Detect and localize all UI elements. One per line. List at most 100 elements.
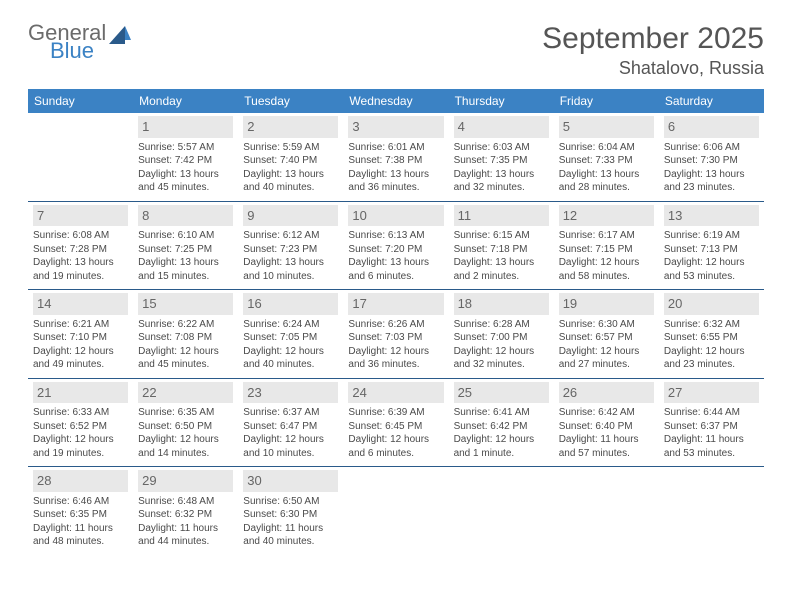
daylight-text: Daylight: 12 hours and 45 minutes.: [138, 345, 233, 372]
sunrise-text: Sunrise: 6:01 AM: [348, 141, 443, 155]
sunset-text: Sunset: 6:40 PM: [559, 420, 654, 434]
sunrise-text: Sunrise: 6:12 AM: [243, 229, 338, 243]
day-number: 29: [138, 470, 233, 492]
calendar-row: 1Sunrise: 5:57 AMSunset: 7:42 PMDaylight…: [28, 113, 764, 201]
calendar-cell: 25Sunrise: 6:41 AMSunset: 6:42 PMDayligh…: [449, 378, 554, 467]
weekday-header: Sunday: [28, 89, 133, 113]
sunset-text: Sunset: 7:03 PM: [348, 331, 443, 345]
sunrise-text: Sunrise: 6:30 AM: [559, 318, 654, 332]
weekday-header: Tuesday: [238, 89, 343, 113]
calendar-cell: [343, 467, 448, 555]
calendar-cell: 13Sunrise: 6:19 AMSunset: 7:13 PMDayligh…: [659, 201, 764, 290]
sunrise-text: Sunrise: 6:39 AM: [348, 406, 443, 420]
daylight-text: Daylight: 13 hours and 23 minutes.: [664, 168, 759, 195]
daylight-text: Daylight: 12 hours and 23 minutes.: [664, 345, 759, 372]
day-number: 14: [33, 293, 128, 315]
sunset-text: Sunset: 6:32 PM: [138, 508, 233, 522]
sunset-text: Sunset: 7:18 PM: [454, 243, 549, 257]
calendar-body: 1Sunrise: 5:57 AMSunset: 7:42 PMDaylight…: [28, 113, 764, 555]
day-number: 1: [138, 116, 233, 138]
sunset-text: Sunset: 7:15 PM: [559, 243, 654, 257]
calendar-cell: 29 Sunrise: 6:48 AMSunset: 6:32 PMDayligh…: [133, 467, 238, 555]
calendar-cell: 3Sunrise: 6:01 AMSunset: 7:38 PMDaylight…: [343, 113, 448, 201]
calendar-cell: 4Sunrise: 6:03 AMSunset: 7:35 PMDaylight…: [449, 113, 554, 201]
calendar-cell: 22Sunrise: 6:35 AMSunset: 6:50 PMDayligh…: [133, 378, 238, 467]
calendar-cell: 6 Sunrise: 6:06 AMSunset: 7:30 PMDaylight…: [659, 113, 764, 201]
calendar-cell: 10Sunrise: 6:13 AMSunset: 7:20 PMDayligh…: [343, 201, 448, 290]
daylight-text: Daylight: 11 hours and 57 minutes.: [559, 433, 654, 460]
calendar-cell: 28Sunrise: 6:46 AMSunset: 6:35 PMDayligh…: [28, 467, 133, 555]
sunset-text: Sunset: 7:05 PM: [243, 331, 338, 345]
weekday-header: Wednesday: [343, 89, 448, 113]
daylight-text: Daylight: 13 hours and 28 minutes.: [559, 168, 654, 195]
sunrise-text: Sunrise: 6:13 AM: [348, 229, 443, 243]
day-number: 24: [348, 382, 443, 404]
day-number: 2: [243, 116, 338, 138]
sunset-text: Sunset: 6:37 PM: [664, 420, 759, 434]
sunset-text: Sunset: 7:25 PM: [138, 243, 233, 257]
sunrise-text: Sunrise: 6:42 AM: [559, 406, 654, 420]
sunrise-text: Sunrise: 5:57 AM: [138, 141, 233, 155]
sunrise-text: Sunrise: 6:08 AM: [33, 229, 128, 243]
sunset-text: Sunset: 7:33 PM: [559, 154, 654, 168]
calendar-cell: [449, 467, 554, 555]
day-number: 6: [664, 116, 759, 138]
sunrise-text: Sunrise: 6:50 AM: [243, 495, 338, 509]
daylight-text: Daylight: 13 hours and 32 minutes.: [454, 168, 549, 195]
sunrise-text: Sunrise: 6:48 AM: [138, 495, 233, 509]
day-number: 18: [454, 293, 549, 315]
calendar-cell: 14Sunrise: 6:21 AMSunset: 7:10 PMDayligh…: [28, 290, 133, 379]
calendar-cell: 9Sunrise: 6:12 AMSunset: 7:23 PMDaylight…: [238, 201, 343, 290]
daylight-text: Daylight: 12 hours and 49 minutes.: [33, 345, 128, 372]
day-number: 15: [138, 293, 233, 315]
calendar-cell: 30Sunrise: 6:50 AMSunset: 6:30 PMDayligh…: [238, 467, 343, 555]
sunrise-text: Sunrise: 6:06 AM: [664, 141, 759, 155]
day-number: 7: [33, 205, 128, 227]
calendar-cell: 26 Sunrise: 6:42 AMSunset: 6:40 PMDayligh…: [554, 378, 659, 467]
calendar-cell: 1Sunrise: 5:57 AMSunset: 7:42 PMDaylight…: [133, 113, 238, 201]
daylight-text: Daylight: 12 hours and 53 minutes.: [664, 256, 759, 283]
day-number: 30: [243, 470, 338, 492]
sunset-text: Sunset: 6:52 PM: [33, 420, 128, 434]
sunrise-text: Sunrise: 6:33 AM: [33, 406, 128, 420]
daylight-text: Daylight: 13 hours and 6 minutes.: [348, 256, 443, 283]
daylight-text: Daylight: 12 hours and 10 minutes.: [243, 433, 338, 460]
weekday-header: Monday: [133, 89, 238, 113]
day-number: 22: [138, 382, 233, 404]
day-number: 8: [138, 205, 233, 227]
sunrise-text: Sunrise: 6:28 AM: [454, 318, 549, 332]
location: Shatalovo, Russia: [542, 58, 764, 79]
sunrise-text: Sunrise: 6:41 AM: [454, 406, 549, 420]
day-number: 26: [559, 382, 654, 404]
sunset-text: Sunset: 7:08 PM: [138, 331, 233, 345]
daylight-text: Daylight: 12 hours and 14 minutes.: [138, 433, 233, 460]
day-number: 25: [454, 382, 549, 404]
logo-sail-icon: [109, 26, 133, 48]
day-number: 17: [348, 293, 443, 315]
daylight-text: Daylight: 12 hours and 27 minutes.: [559, 345, 654, 372]
calendar-cell: 23Sunrise: 6:37 AMSunset: 6:47 PMDayligh…: [238, 378, 343, 467]
sunrise-text: Sunrise: 6:03 AM: [454, 141, 549, 155]
day-number: 21: [33, 382, 128, 404]
sunrise-text: Sunrise: 6:32 AM: [664, 318, 759, 332]
sunrise-text: Sunrise: 6:37 AM: [243, 406, 338, 420]
day-number: 27: [664, 382, 759, 404]
calendar-cell: 8Sunrise: 6:10 AMSunset: 7:25 PMDaylight…: [133, 201, 238, 290]
header: General Blue September 2025 Shatalovo, R…: [28, 22, 764, 79]
sunset-text: Sunset: 7:30 PM: [664, 154, 759, 168]
daylight-text: Daylight: 11 hours and 44 minutes.: [138, 522, 233, 549]
sunset-text: Sunset: 7:35 PM: [454, 154, 549, 168]
calendar-cell: 15Sunrise: 6:22 AMSunset: 7:08 PMDayligh…: [133, 290, 238, 379]
day-number: 13: [664, 205, 759, 227]
sunrise-text: Sunrise: 6:35 AM: [138, 406, 233, 420]
calendar-cell: 21Sunrise: 6:33 AMSunset: 6:52 PMDayligh…: [28, 378, 133, 467]
sunrise-text: Sunrise: 6:46 AM: [33, 495, 128, 509]
calendar-row: 21 Sunrise: 6:33 AMSunset: 6:52 PM Dayligh…: [28, 378, 764, 467]
sunset-text: Sunset: 6:57 PM: [559, 331, 654, 345]
daylight-text: Daylight: 11 hours and 48 minutes.: [33, 522, 128, 549]
day-number: 9: [243, 205, 338, 227]
daylight-text: Daylight: 13 hours and 10 minutes.: [243, 256, 338, 283]
weekday-header: Saturday: [659, 89, 764, 113]
sunrise-text: Sunrise: 6:19 AM: [664, 229, 759, 243]
sunset-text: Sunset: 6:55 PM: [664, 331, 759, 345]
